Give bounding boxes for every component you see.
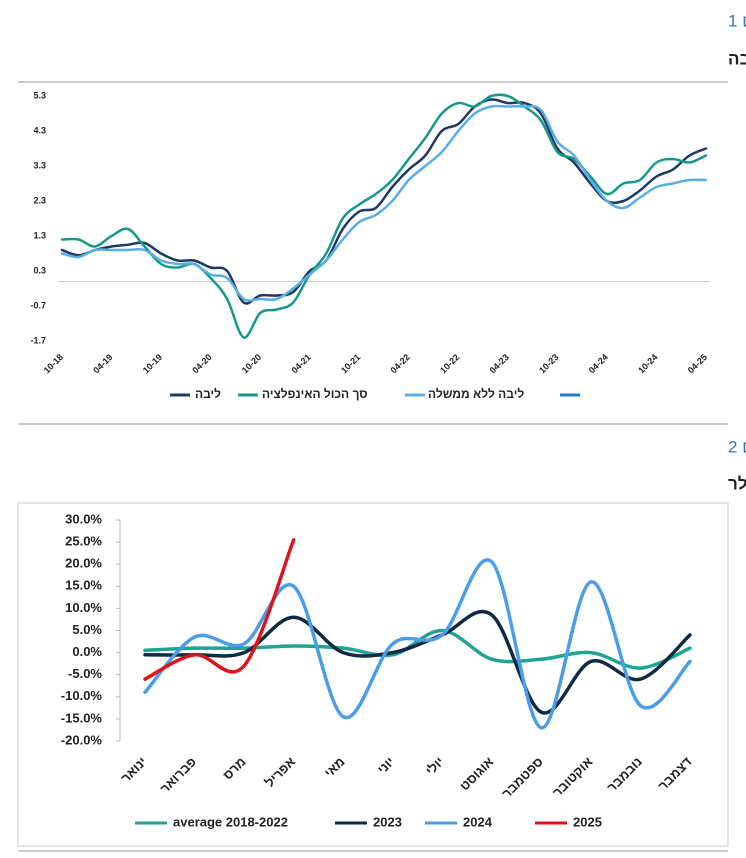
x-tick-label: 04-20 — [190, 352, 213, 375]
x-tick-label: אפריל — [262, 754, 298, 790]
y-tick-label: 3.3 — [33, 160, 46, 170]
figure-label: תרשים 1 — [728, 11, 746, 30]
y-tick-label: -5.0% — [68, 666, 102, 681]
x-tick-label: 04-23 — [488, 352, 511, 375]
x-tick-label: דצמבר — [655, 754, 695, 794]
y-tick-label: 5.0% — [72, 622, 102, 637]
y-tick-label: 30.0% — [65, 511, 102, 526]
x-tick-label: 10-21 — [339, 352, 362, 375]
y-tick-label: 0.0% — [72, 644, 102, 659]
x-tick-label: יוני — [374, 754, 397, 777]
x-tick-label: נובמבר — [604, 754, 645, 795]
x-tick-label: 04-25 — [686, 352, 709, 375]
x-tick-label: 10-22 — [438, 352, 461, 375]
legend-label: 2025 — [573, 814, 602, 829]
legend-label: ליבה ללא ממשלה — [428, 387, 524, 401]
series-line — [60, 98, 708, 305]
legend-label: סך הכול האינפלציה — [262, 387, 368, 401]
y-tick-label: 1.3 — [33, 230, 46, 240]
series-line — [60, 93, 708, 339]
x-tick-label: מרס — [220, 754, 249, 783]
y-tick-label: -1.7 — [30, 335, 46, 345]
y-tick-label: 25.0% — [65, 534, 102, 549]
y-tick-label: 2.3 — [33, 195, 46, 205]
x-tick-label: מאי — [321, 754, 347, 780]
x-tick-label: אוקטובר — [550, 754, 596, 800]
x-tick-label: 10-23 — [537, 352, 560, 375]
series-line — [143, 609, 692, 715]
y-tick-label: 4.3 — [33, 125, 46, 135]
x-tick-label: פברואר — [157, 754, 199, 796]
x-tick-label: 10-18 — [42, 352, 65, 375]
series-line — [143, 628, 692, 670]
x-tick-label: ספטמבר — [499, 754, 546, 801]
y-tick-label: 10.0% — [65, 600, 102, 615]
legend-label: average 2018-2022 — [173, 814, 288, 829]
x-tick-label: 10-24 — [636, 352, 659, 375]
x-tick-label: 04-21 — [289, 352, 312, 375]
y-tick-label: 15.0% — [65, 578, 102, 593]
x-tick-label: אוגוסט — [457, 754, 497, 794]
y-tick-label: 0.3 — [33, 265, 46, 275]
chart-title: עליה חודשית במחירי הטיסות במונחי דולר — [728, 474, 746, 493]
y-tick-label: -20.0% — [61, 732, 103, 747]
y-tick-label: 20.0% — [65, 556, 102, 571]
legend-label: ליבה — [195, 387, 221, 401]
figure-label: תרשים 2 — [728, 437, 746, 456]
x-tick-label: 10-20 — [240, 352, 263, 375]
x-tick-label: יולי — [423, 754, 447, 778]
y-tick-label: -10.0% — [61, 688, 103, 703]
series-line — [143, 558, 692, 730]
series-line — [60, 104, 708, 302]
x-tick-label: ינואר — [118, 754, 150, 786]
legend-label: 2024 — [463, 814, 493, 829]
series-line — [143, 538, 296, 681]
y-tick-label: -0.7 — [30, 300, 46, 310]
y-tick-label: 5.3 — [33, 90, 46, 100]
x-tick-label: 04-22 — [389, 352, 412, 375]
legend-label: 2023 — [373, 814, 402, 829]
x-tick-label: 04-24 — [587, 352, 610, 375]
x-tick-label: 04-19 — [91, 352, 114, 375]
chart-frame — [17, 502, 729, 847]
y-tick-label: -15.0% — [61, 710, 103, 725]
x-tick-label: 10-19 — [141, 352, 164, 375]
